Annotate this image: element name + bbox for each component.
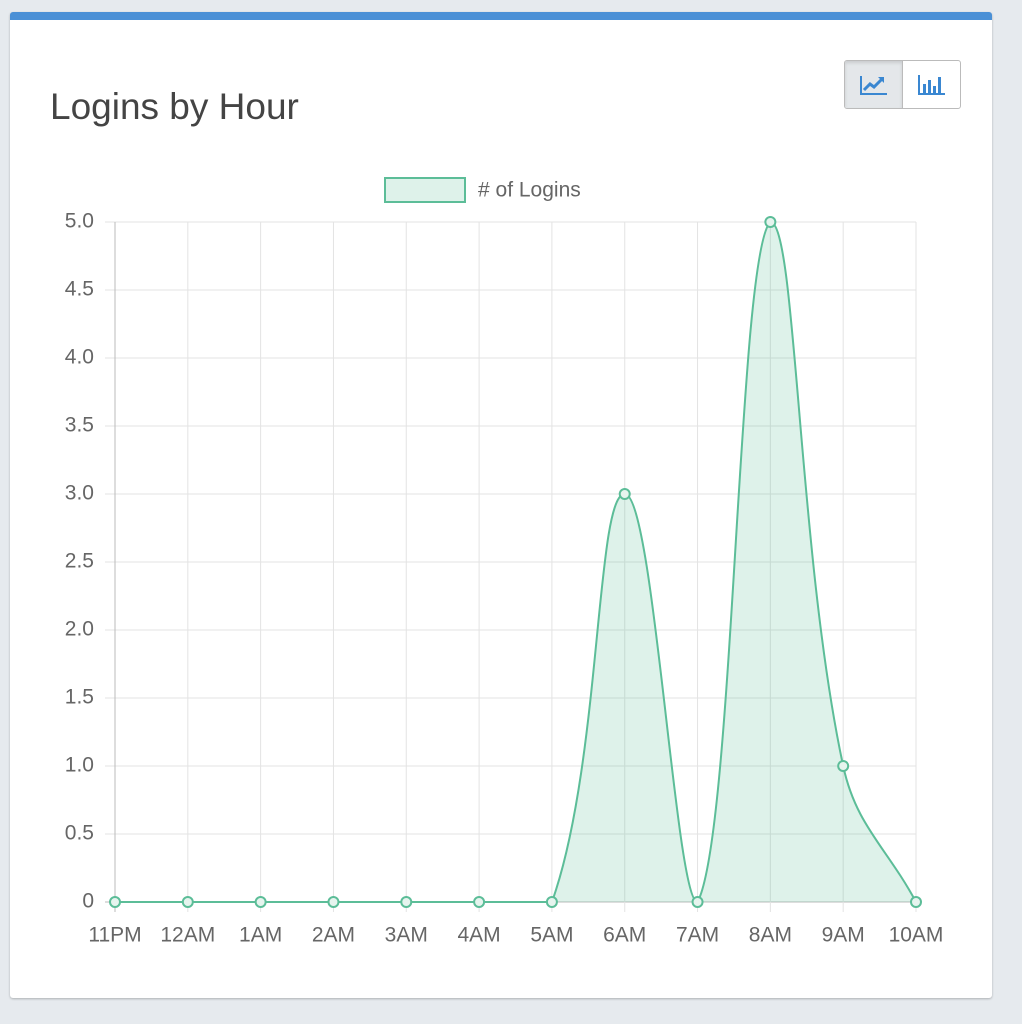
point — [618, 488, 631, 500]
y-tick-label: 2.5 — [65, 550, 94, 573]
legend-swatch — [384, 177, 466, 203]
line-chart-button[interactable] — [845, 61, 903, 108]
area — [115, 222, 916, 902]
point — [910, 896, 922, 908]
x-tick-label: 11PM — [88, 924, 141, 947]
legend-label: # of Logins — [478, 179, 581, 202]
y-tick-label: 2.0 — [65, 618, 94, 641]
bar-chart-button[interactable] — [903, 61, 960, 108]
point — [327, 896, 340, 908]
x-tick-label: 3AM — [385, 924, 428, 947]
point — [181, 896, 194, 908]
x-tick-label: 9AM — [822, 924, 865, 947]
y-tick-label: 0 — [82, 890, 94, 913]
point — [837, 760, 850, 772]
point — [473, 896, 486, 908]
y-tick-label: 4.0 — [65, 346, 94, 369]
point — [254, 896, 267, 908]
bar-icon — [917, 74, 945, 95]
x-tick-label: 8AM — [749, 924, 792, 947]
card-title: Logins by Hour — [50, 86, 299, 127]
y-tick-label: 4.5 — [65, 278, 94, 301]
y-tick-label: 1.5 — [65, 686, 94, 709]
x-tick-label: 1AM — [239, 924, 282, 947]
y-tick-label: 3.5 — [65, 414, 94, 437]
line-icon — [859, 75, 887, 95]
y-tick-label: 1.0 — [65, 754, 94, 777]
y-tick-label: 5.0 — [65, 210, 94, 233]
y-tick-label: 0.5 — [65, 822, 94, 845]
x-tick-label: 4AM — [457, 924, 500, 947]
x-tick-label: 12AM — [160, 924, 215, 947]
x-tick-label: 10AM — [889, 924, 944, 947]
x-tick-label: 7AM — [676, 924, 719, 947]
y-tick-label: 3.0 — [65, 482, 94, 505]
x-tick-label: 2AM — [312, 924, 355, 947]
point — [400, 896, 413, 908]
point — [109, 896, 121, 908]
x-tick-label: 6AM — [603, 924, 646, 947]
x-tick-label: 5AM — [530, 924, 573, 947]
chart-type-toggle — [844, 60, 961, 109]
point — [691, 896, 704, 908]
point — [545, 896, 558, 908]
point — [764, 216, 777, 228]
